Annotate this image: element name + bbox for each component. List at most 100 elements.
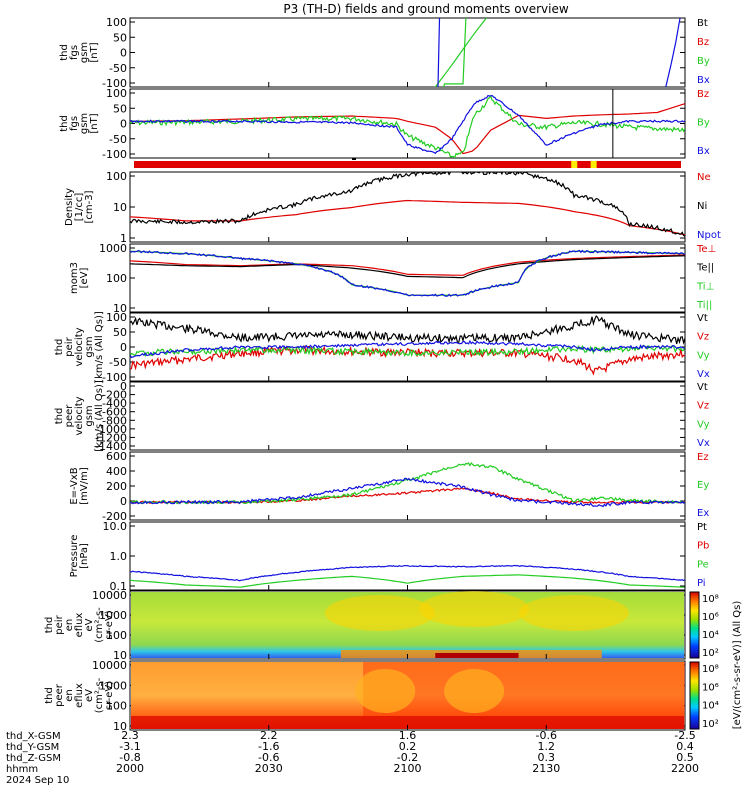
- y-axis-label: Pressure [nPa]: [69, 535, 90, 578]
- y-axis-label-line: peir: [54, 614, 65, 634]
- y-axis-label-line: Density: [64, 188, 75, 226]
- y-axis-label-line: velocity: [74, 327, 85, 366]
- y-axis-label-line: eflux: [74, 683, 85, 708]
- y-axis-label-line: fgs: [69, 116, 80, 131]
- y-tick-label: 0.1: [110, 580, 128, 593]
- legend-By: By: [697, 118, 710, 129]
- y-axis-label-line: gsm: [79, 113, 90, 134]
- status-bar-red: [134, 161, 681, 168]
- series-Pi: [130, 564, 685, 582]
- y-tick-label: -1400: [95, 440, 127, 453]
- y-tick-label: 10: [113, 649, 127, 662]
- legend-Ti||: Ti||: [696, 300, 712, 311]
- y-axis-label-line: [nT]: [89, 42, 100, 62]
- series-Bx: [130, 94, 685, 155]
- legend-Vy: Vy: [697, 419, 710, 430]
- y-tick-label: 1000: [99, 242, 127, 255]
- y-tick-label: 400: [106, 465, 127, 478]
- y-axis-label-line: fgs: [69, 45, 80, 60]
- y-tick-label: -200: [102, 389, 127, 402]
- y-axis-label-line: [km/s (All Qs)]: [94, 380, 105, 452]
- series-Ey: [130, 461, 685, 505]
- legend-Bz: Bz: [697, 37, 709, 48]
- y-tick-label: -200: [102, 510, 127, 523]
- panel-frame: [129, 381, 686, 451]
- panel-density: 100 10 1 Density [1/cc] [cm-3] Ne Ni Npot: [64, 170, 721, 245]
- figure-title: P3 (TH-D) fields and ground moments over…: [283, 2, 568, 16]
- y-tick-label: 50: [113, 31, 127, 44]
- y-axis-label-line: mom3: [69, 262, 80, 294]
- series-Ex: [130, 477, 685, 508]
- y-tick-label: 200: [106, 480, 127, 493]
- series-Pe: [130, 574, 685, 588]
- legend-Pt: Pt: [697, 522, 707, 533]
- y-tick-label: 1: [120, 232, 127, 245]
- legend-Vt: Vt: [697, 382, 708, 393]
- y-tick-label: 100: [106, 700, 127, 713]
- legend-Vx: Vx: [697, 369, 710, 380]
- status-bar-mark: [352, 158, 356, 160]
- peir-low-energy-core: [435, 653, 519, 658]
- hhmm-value: 2100: [394, 762, 422, 775]
- y-axis-label: thd peer velocity gsm [km/s (All Qs)]: [54, 380, 105, 452]
- panel-frame: [129, 312, 686, 382]
- colorbar-tick-label: 10⁸: [702, 664, 719, 675]
- series-fgs-gse: [130, 89, 685, 158]
- status-bar-yellow: [571, 161, 578, 168]
- y-axis-label-line: thd: [59, 44, 70, 61]
- y-axis-label-line: gsm: [79, 42, 90, 63]
- y-tick-label: 100: [106, 272, 127, 285]
- y-axis-label-line: velocity: [74, 396, 85, 435]
- series-Bx: [437, 18, 441, 87]
- legend-Ni: Ni: [697, 201, 707, 212]
- hhmm-value: 2130: [532, 762, 560, 775]
- series-Te-par: [130, 255, 685, 279]
- series-efield: [130, 461, 685, 508]
- series-pressure: [130, 564, 685, 588]
- colorbar-tick-label: 10⁴: [702, 630, 719, 641]
- y-axis-label-line: [1/cc]: [74, 193, 85, 222]
- colorbar-label-text: [eV/(cm²-s-sr-eV)] (All Qs): [732, 601, 743, 730]
- y-tick-label: -100: [102, 77, 127, 90]
- y-tick-label: 10: [113, 302, 127, 315]
- y-axis-label-line: (cm²-s-: [94, 607, 105, 643]
- y-axis-label-line: gsm: [84, 405, 95, 426]
- y-tick-label: 0: [120, 495, 127, 508]
- y-tick-label: -1200: [95, 431, 127, 444]
- y-tick-label: 0: [120, 380, 127, 393]
- y-tick-label: 100: [106, 629, 127, 642]
- y-gsm-value: 0.4: [676, 740, 694, 753]
- legend-Bx: Bx: [697, 75, 710, 86]
- legend-Vz: Vz: [697, 401, 709, 412]
- series-fgs-gsm: [434, 18, 681, 87]
- y-axis-label: E=-VxB [mV/m]: [69, 467, 90, 505]
- colorbar-tick-label: 10⁴: [702, 701, 719, 712]
- panel-frame: [129, 521, 686, 591]
- panel-fgs_gse: 100 50 0 -50 -100 thd fgs gsm [nT] Bz By Bx: [59, 87, 710, 161]
- y-tick-label: 0: [120, 341, 127, 354]
- peir-flux-blob: [324, 595, 435, 631]
- series-peir-velocity: [130, 315, 685, 376]
- y-axis-label-line: eflux: [74, 613, 85, 638]
- series-Vz: [130, 344, 685, 376]
- colorbar-strip: [689, 591, 700, 659]
- y-tick-label: 10.0: [103, 520, 128, 533]
- y-axis-label-line: thd: [44, 617, 55, 634]
- colorbar-tick-label: 10⁶: [702, 682, 719, 693]
- y-tick-label: -50: [109, 133, 127, 146]
- y-axis-label: thd fgs gsm [nT]: [59, 42, 100, 63]
- y-axis-label-line: E=-VxB: [69, 467, 80, 504]
- y-axis-label: thd peir en eflux eV (cm²-s-sr-eV): [44, 607, 115, 643]
- y-axis-label-line: thd: [54, 408, 65, 425]
- y-axis-label-line: en: [64, 689, 75, 702]
- y-axis-label-line: peer: [54, 683, 65, 707]
- y-tick-label: 100: [106, 170, 127, 183]
- y-tick-label: 1.0: [110, 550, 128, 563]
- y-axis-label-line: eV: [84, 689, 95, 702]
- x-gsm-value: -0.6: [536, 729, 557, 742]
- legend-Pb: Pb: [697, 541, 709, 552]
- y-axis-label-line: en: [64, 619, 75, 632]
- y-gsm-value: 0.2: [399, 740, 417, 753]
- y-tick-label: -100: [102, 371, 127, 384]
